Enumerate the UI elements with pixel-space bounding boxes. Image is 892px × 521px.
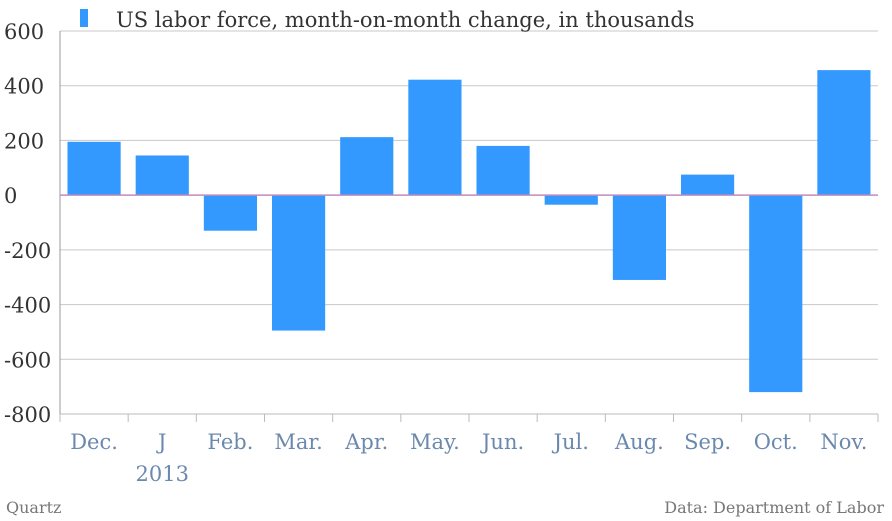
y-tick-label: 200 [4, 129, 44, 153]
y-tick-label: -600 [4, 348, 51, 372]
y-tick-label: -200 [4, 239, 51, 263]
bar-sep [680, 174, 735, 196]
y-tick-label: -800 [4, 403, 51, 427]
x-category-label: Sep. [684, 430, 731, 454]
legend-swatch [80, 9, 88, 27]
bar-feb [203, 195, 258, 231]
bar-dec [67, 141, 121, 196]
y-tick-label: -400 [4, 294, 51, 318]
x-category-label: J [156, 430, 166, 454]
y-tick-label: 600 [4, 20, 44, 44]
footer-source: Data: Department of Labor [664, 498, 884, 517]
bar-mar [271, 195, 326, 331]
x-year-label: 2013 [136, 462, 189, 486]
x-category-label: Dec. [70, 430, 118, 454]
x-category-label: Mar. [274, 430, 322, 454]
bar-jul [544, 195, 598, 205]
x-category-label: Nov. [820, 430, 867, 454]
bar-jun [476, 145, 530, 196]
x-category-label: Jul. [552, 430, 589, 454]
bar-aug [612, 195, 667, 280]
footer-brand: Quartz [6, 498, 61, 517]
x-category-label: Apr. [344, 430, 388, 454]
x-category-label: Jun. [480, 430, 524, 454]
bar-nov [817, 70, 871, 196]
bar-may [408, 79, 462, 196]
bar-apr [340, 137, 394, 196]
bar-oct [749, 195, 803, 393]
legend-label: US labor force, month-on-month change, i… [116, 8, 695, 32]
y-tick-label: 0 [4, 184, 17, 208]
x-category-label: Feb. [207, 430, 253, 454]
x-category-label: Aug. [614, 430, 664, 454]
x-category-label: May. [410, 430, 460, 454]
bar-j [135, 155, 189, 196]
y-tick-label: 400 [4, 75, 44, 99]
x-category-label: Oct. [754, 430, 798, 454]
